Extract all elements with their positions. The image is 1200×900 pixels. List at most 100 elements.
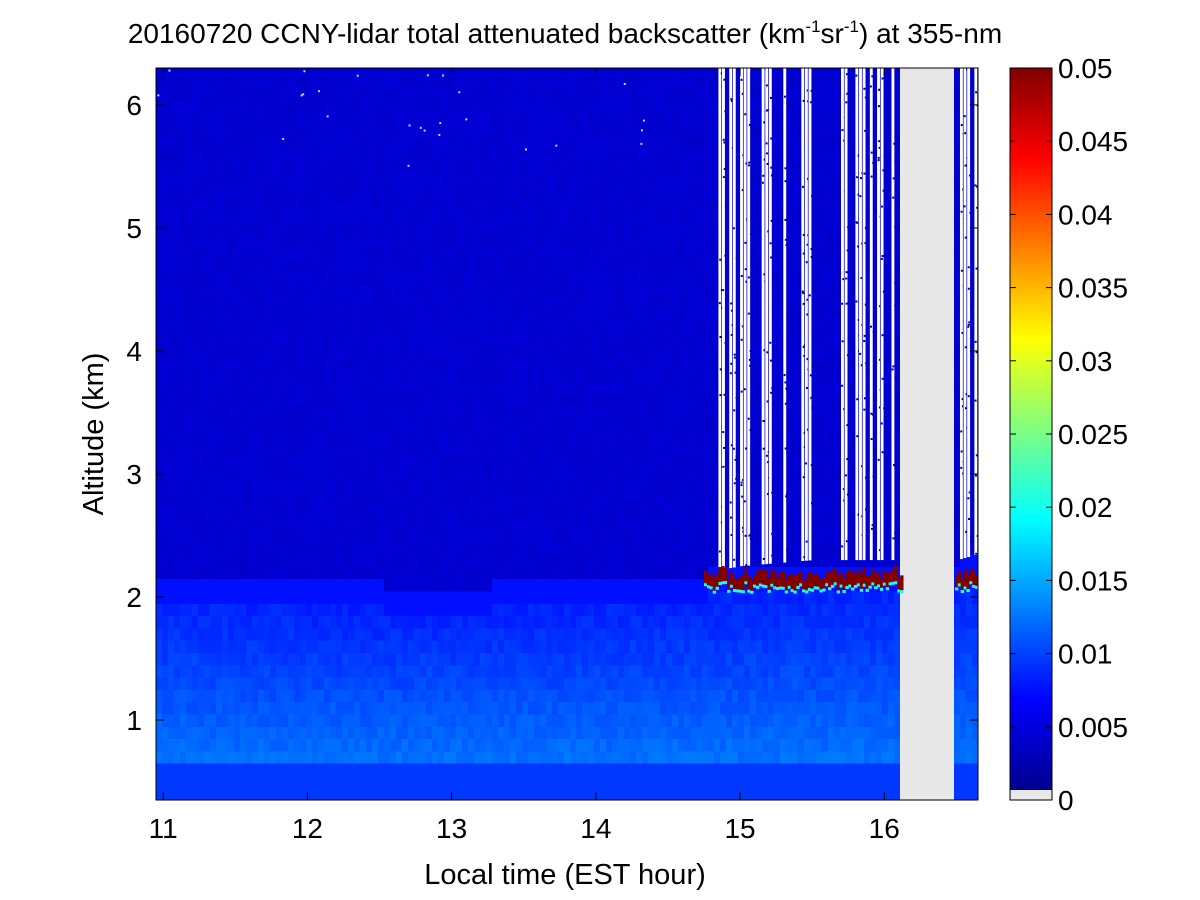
heatmap-cell <box>480 381 487 395</box>
heatmap-cell <box>420 480 427 494</box>
heatmap-field <box>156 68 978 800</box>
heatmap-cell <box>354 357 361 371</box>
heatmap-cell <box>360 541 367 555</box>
heatmap-cell <box>276 418 283 432</box>
heatmap-cell <box>216 123 223 137</box>
heatmap-cell <box>564 147 571 161</box>
heatmap-cell <box>324 74 331 88</box>
heatmap-cell <box>528 553 535 567</box>
heatmap-cell <box>648 615 655 629</box>
heatmap-cell <box>264 160 271 174</box>
heatmap-cell <box>534 689 541 703</box>
heatmap-cell <box>558 86 565 100</box>
heatmap-cell <box>498 357 505 371</box>
heatmap-cell <box>504 172 511 186</box>
heatmap-cell <box>180 676 187 690</box>
heatmap-cell <box>186 701 193 715</box>
heatmap-cell <box>522 209 529 223</box>
heatmap-cell <box>480 357 487 371</box>
heatmap-cell <box>606 467 613 481</box>
heatmap-cell <box>396 787 403 800</box>
heatmap-cell <box>174 443 181 457</box>
heatmap-cell <box>288 68 295 75</box>
heatmap-cell <box>330 652 337 666</box>
heatmap-cell <box>204 357 211 371</box>
heatmap-cell <box>336 517 343 530</box>
heatmap-cell <box>156 750 163 764</box>
heatmap-cell <box>342 615 349 629</box>
heatmap-cell <box>294 455 301 469</box>
heatmap-cell <box>222 738 229 752</box>
heatmap-cell <box>222 566 229 580</box>
heatmap-cell <box>456 578 463 592</box>
heatmap-cell <box>234 123 241 137</box>
heatmap-cell <box>162 357 169 371</box>
heatmap-cell <box>636 738 643 752</box>
heatmap-cell <box>228 590 235 604</box>
heatmap-cell <box>276 135 283 149</box>
heatmap-cell <box>210 738 217 752</box>
heatmap-cell <box>246 295 253 309</box>
heatmap-cell <box>162 480 169 494</box>
heatmap-cell <box>498 270 505 284</box>
heatmap-cell <box>210 406 217 420</box>
heatmap-cell <box>528 492 535 506</box>
heatmap-cell <box>480 726 487 740</box>
heatmap-cell <box>258 381 265 395</box>
heatmap-cell <box>210 283 217 297</box>
heatmap-cell <box>546 787 553 800</box>
heatmap-cell <box>270 750 277 764</box>
heatmap-cell <box>330 209 337 223</box>
heatmap-cell <box>564 68 571 75</box>
heatmap-cell <box>348 590 355 604</box>
heatmap-cell <box>492 430 499 444</box>
heatmap-cell <box>342 443 349 457</box>
heatmap-cell <box>234 344 241 358</box>
heatmap-cell <box>300 369 307 383</box>
heatmap-cell <box>258 750 265 764</box>
heatmap-cell <box>408 430 415 444</box>
heatmap-cell <box>366 553 373 567</box>
heatmap-cell <box>372 98 379 112</box>
heatmap-cell <box>180 381 187 395</box>
heatmap-cell <box>606 529 613 543</box>
heatmap-cell <box>414 492 421 506</box>
heatmap-cell <box>450 627 457 641</box>
heatmap-cell <box>600 480 607 494</box>
heatmap-cell <box>528 172 535 186</box>
heatmap-cell <box>312 74 319 88</box>
heatmap-cell <box>312 320 319 334</box>
heatmap-cell <box>240 135 247 149</box>
heatmap-cell <box>474 738 481 752</box>
heatmap-cell <box>384 726 391 740</box>
heatmap-cell <box>168 775 175 789</box>
heatmap-cell <box>540 184 547 198</box>
heatmap-cell <box>186 640 193 653</box>
heatmap-cell <box>342 98 349 112</box>
heatmap-cell <box>372 504 379 518</box>
heatmap-cell <box>504 74 511 88</box>
heatmap-cell <box>468 455 475 469</box>
heatmap-cell <box>402 750 409 764</box>
heatmap-cell <box>402 430 409 444</box>
heatmap-cell <box>540 467 547 481</box>
heatmap-cell <box>438 480 445 494</box>
title-sup-2: -1 <box>844 17 859 36</box>
heatmap-cell <box>492 763 499 776</box>
heatmap-cell <box>324 307 331 321</box>
heatmap-cell <box>294 394 301 407</box>
heatmap-cell <box>294 307 301 321</box>
heatmap-cell <box>468 123 475 137</box>
heatmap-cell <box>552 553 559 567</box>
heatmap-cell <box>156 111 163 124</box>
heatmap-cell <box>270 295 277 309</box>
heatmap-cell <box>498 98 505 112</box>
heatmap-cell <box>570 443 577 457</box>
heatmap-cell <box>312 689 319 703</box>
heatmap-cell <box>474 443 481 457</box>
heatmap-cell <box>210 320 217 334</box>
heatmap-cell <box>480 160 487 174</box>
heatmap-cell <box>570 74 577 88</box>
heatmap-cell <box>576 627 583 641</box>
heatmap-cell <box>492 713 499 727</box>
